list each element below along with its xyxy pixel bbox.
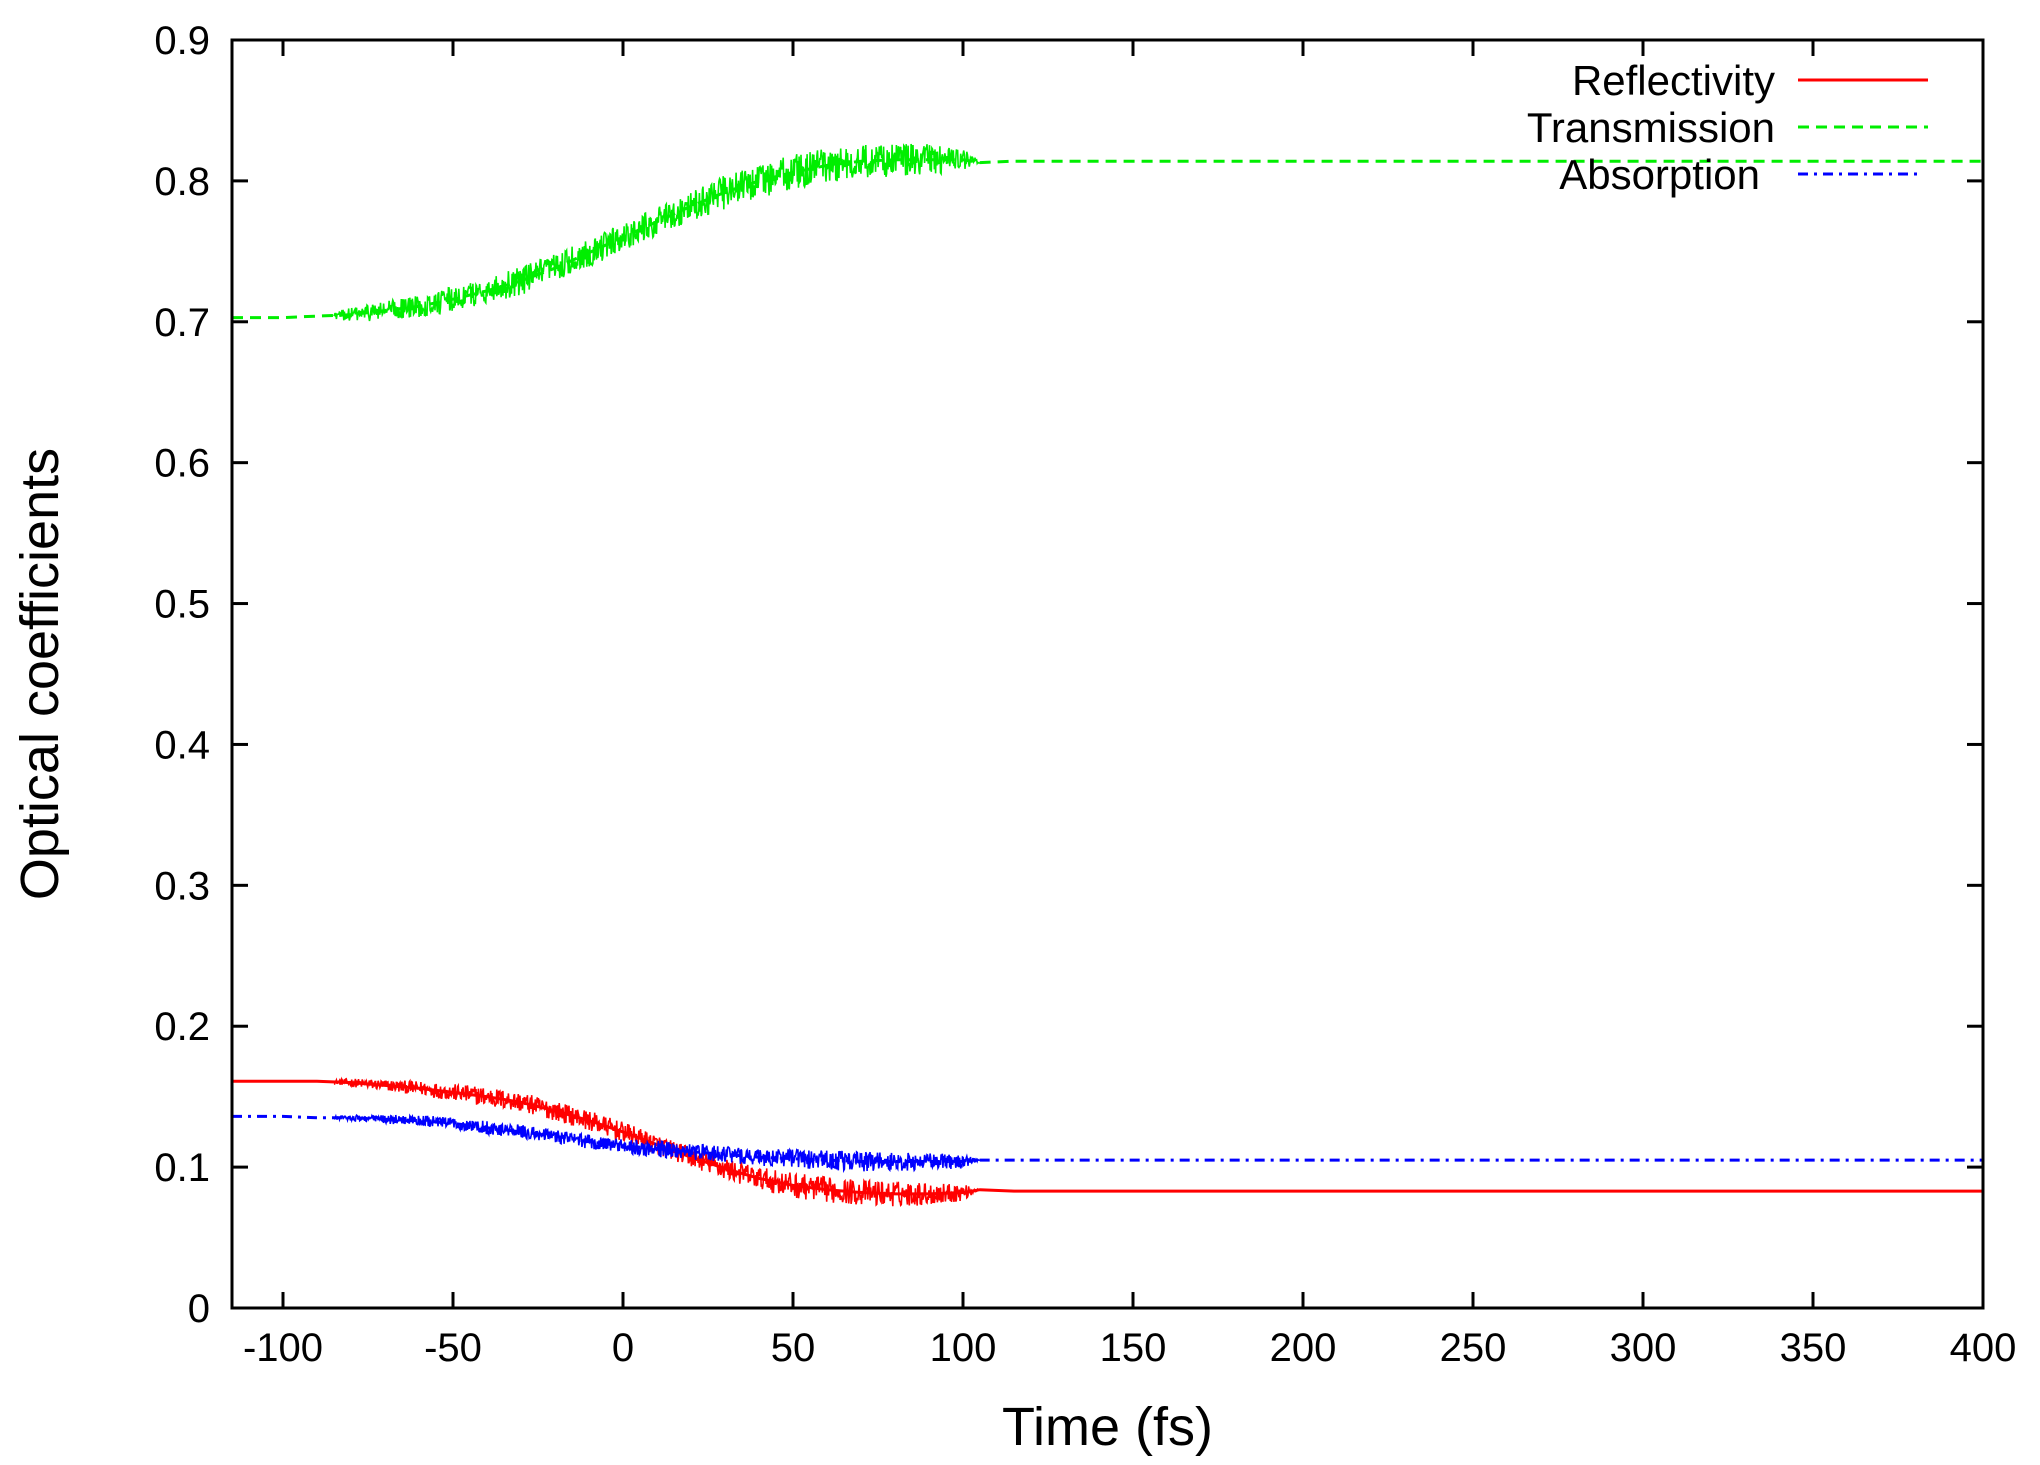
series-layer <box>232 143 1983 1207</box>
series-oscillation <box>333 143 981 322</box>
y-tick-label: 0.5 <box>154 583 210 627</box>
legend-item-reflectivity: Reflectivity <box>1572 57 1928 104</box>
x-axis-title: Time (fs) <box>1002 1397 1213 1457</box>
y-tick-label: 0.7 <box>154 301 210 345</box>
y-tick-label: 0.9 <box>154 19 210 63</box>
x-tick-label: 250 <box>1440 1326 1507 1370</box>
legend-item-transmission: Transmission <box>1527 104 1928 151</box>
y-tick-label: 0 <box>188 1287 210 1331</box>
y-tick-label: 0.2 <box>154 1005 210 1049</box>
x-tick-label: 100 <box>930 1326 997 1370</box>
x-tick-label: 150 <box>1100 1326 1167 1370</box>
y-tick-labels: 0 0.1 0.2 0.3 0.4 0.5 0.6 0.7 0.8 0.9 <box>154 19 210 1331</box>
y-tick-label: 0.4 <box>154 723 210 767</box>
x-tick-label: 200 <box>1270 1326 1337 1370</box>
series-absorption <box>232 1113 1983 1174</box>
legend-label: Reflectivity <box>1572 57 1775 104</box>
series-oscillation <box>333 1113 981 1174</box>
series-reflectivity <box>232 1076 1983 1207</box>
y-axis-title: Optical coefficients <box>10 448 70 900</box>
x-tick-label: 350 <box>1780 1326 1847 1370</box>
x-tick-label: 300 <box>1610 1326 1677 1370</box>
y-tick-label: 0.1 <box>154 1146 210 1190</box>
x-tick-label: 400 <box>1950 1326 2017 1370</box>
y-tick-label: 0.3 <box>154 864 210 908</box>
legend-label: Transmission <box>1527 104 1775 151</box>
y-tick-label: 0.6 <box>154 442 210 486</box>
x-tick-label: -100 <box>243 1326 323 1370</box>
legend-item-absorption: Absorption <box>1559 151 1922 198</box>
plot-frame <box>230 38 1985 1310</box>
series-transmission <box>232 143 1983 322</box>
x-tick-label: 0 <box>612 1326 634 1370</box>
y-tick-label: 0.8 <box>154 160 210 204</box>
series-oscillation <box>333 1076 981 1207</box>
x-tick-label: 50 <box>771 1326 816 1370</box>
legend-label: Absorption <box>1559 151 1760 198</box>
x-tick-label: -50 <box>424 1326 482 1370</box>
x-tick-labels: -100 -50 0 50 100 150 200 250 300 350 400 <box>243 1326 2016 1370</box>
